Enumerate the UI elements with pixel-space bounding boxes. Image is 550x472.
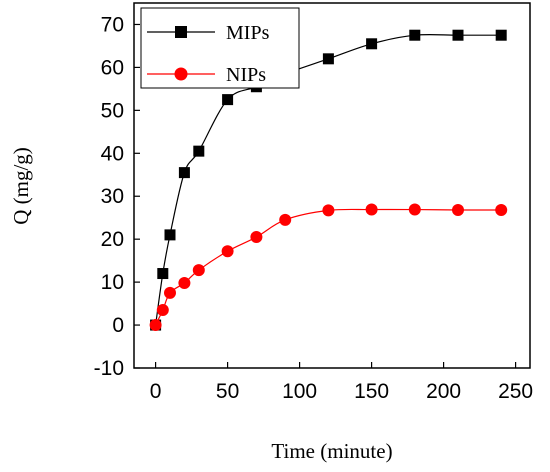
data-point-nips — [250, 231, 263, 244]
y-tick-label: 20 — [101, 228, 124, 251]
x-tick-label: 200 — [426, 380, 461, 403]
x-tick-label: 100 — [282, 380, 317, 403]
y-tick-label: 40 — [101, 142, 124, 165]
x-axis-title: Time (minute) — [271, 439, 392, 463]
y-tick-label: 0 — [112, 314, 124, 337]
y-axis-ticks: -10 0 10 20 30 40 50 60 70 — [94, 13, 140, 380]
x-tick-label: 0 — [150, 380, 162, 403]
data-point-nips — [452, 203, 464, 216]
data-point-mips — [178, 167, 190, 179]
legend-marker-nips — [174, 67, 188, 81]
data-point-mips — [222, 94, 234, 106]
data-point-nips — [149, 319, 162, 332]
series-nips — [149, 203, 508, 332]
y-axis-title: Q (mg/g) — [9, 147, 33, 225]
data-point-nips — [192, 264, 205, 277]
data-point-nips — [164, 286, 176, 299]
data-point-nips — [495, 203, 508, 216]
legend-marker-mips — [175, 26, 187, 38]
data-point-mips — [157, 268, 169, 280]
series-line-nips — [155, 208, 502, 326]
legend: MIPs NIPs — [140, 7, 300, 89]
data-point-nips — [279, 213, 292, 226]
plot-frame — [133, 2, 531, 369]
data-point-nips — [221, 245, 234, 258]
data-point-mips — [409, 29, 421, 41]
x-tick-label: 150 — [354, 380, 389, 403]
legend-label-mips: MIPs — [226, 22, 270, 44]
data-point-mips — [452, 29, 464, 41]
x-tick-label: 250 — [498, 380, 533, 403]
y-tick-label: 70 — [101, 13, 124, 36]
x-tick-label: 50 — [216, 380, 239, 403]
y-tick-label: 50 — [101, 99, 124, 122]
legend-label-nips: NIPs — [226, 64, 266, 86]
x-axis-ticks: 0 50 100 150 200 250 — [150, 362, 533, 403]
y-tick-label: -10 — [94, 357, 124, 380]
legend-box — [140, 7, 300, 89]
data-point-nips — [365, 203, 378, 216]
data-point-nips — [408, 203, 421, 216]
data-point-nips — [156, 304, 169, 317]
data-point-nips — [322, 204, 335, 217]
data-point-nips — [178, 276, 191, 289]
series-layer — [149, 29, 508, 332]
data-point-mips — [366, 38, 378, 50]
data-point-mips — [495, 29, 507, 41]
y-tick-label: 10 — [101, 271, 124, 294]
data-point-mips — [164, 229, 176, 241]
data-point-mips — [193, 145, 205, 157]
y-tick-label: 60 — [101, 56, 124, 79]
data-point-mips — [322, 53, 334, 65]
y-tick-label: 30 — [101, 185, 124, 208]
